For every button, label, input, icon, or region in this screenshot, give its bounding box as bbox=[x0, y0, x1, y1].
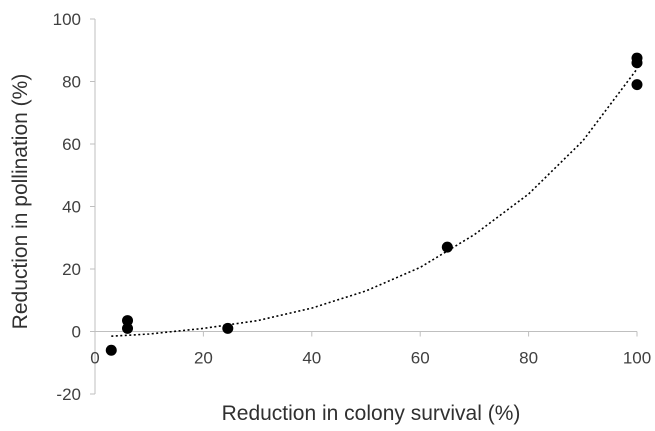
axes bbox=[94, 19, 637, 394]
data-point bbox=[105, 344, 117, 356]
data-point bbox=[441, 241, 453, 253]
x-tick-label: 40 bbox=[302, 349, 321, 368]
data-point bbox=[122, 315, 134, 327]
y-tick-label: -20 bbox=[56, 385, 81, 404]
x-tick-label: 80 bbox=[519, 349, 538, 368]
y-axis-title: Reduction in pollination (%) bbox=[9, 74, 32, 330]
y-tick-label: 0 bbox=[72, 323, 81, 342]
x-axis-title: Reduction in colony survival (%) bbox=[222, 402, 521, 425]
data-point bbox=[631, 57, 643, 69]
x-tick-labels: 0 20 40 60 80 100 bbox=[90, 331, 651, 368]
x-tick-label: 60 bbox=[411, 349, 430, 368]
y-tick-label: 100 bbox=[53, 10, 81, 29]
y-tick-labels: -20 0 20 40 60 80 100 bbox=[53, 10, 95, 404]
y-tick-label: 60 bbox=[62, 135, 81, 154]
y-tick-label: 20 bbox=[62, 260, 81, 279]
trendline bbox=[111, 68, 638, 337]
y-tick-label: 80 bbox=[62, 73, 81, 92]
data-point bbox=[222, 322, 234, 334]
data-point bbox=[122, 322, 134, 334]
y-tick-label: 40 bbox=[62, 198, 81, 217]
x-tick-label: 100 bbox=[623, 349, 651, 368]
data-points bbox=[105, 52, 643, 356]
data-point bbox=[631, 79, 643, 91]
x-tick-label: 20 bbox=[194, 349, 213, 368]
x-tick-label: 0 bbox=[90, 349, 99, 368]
